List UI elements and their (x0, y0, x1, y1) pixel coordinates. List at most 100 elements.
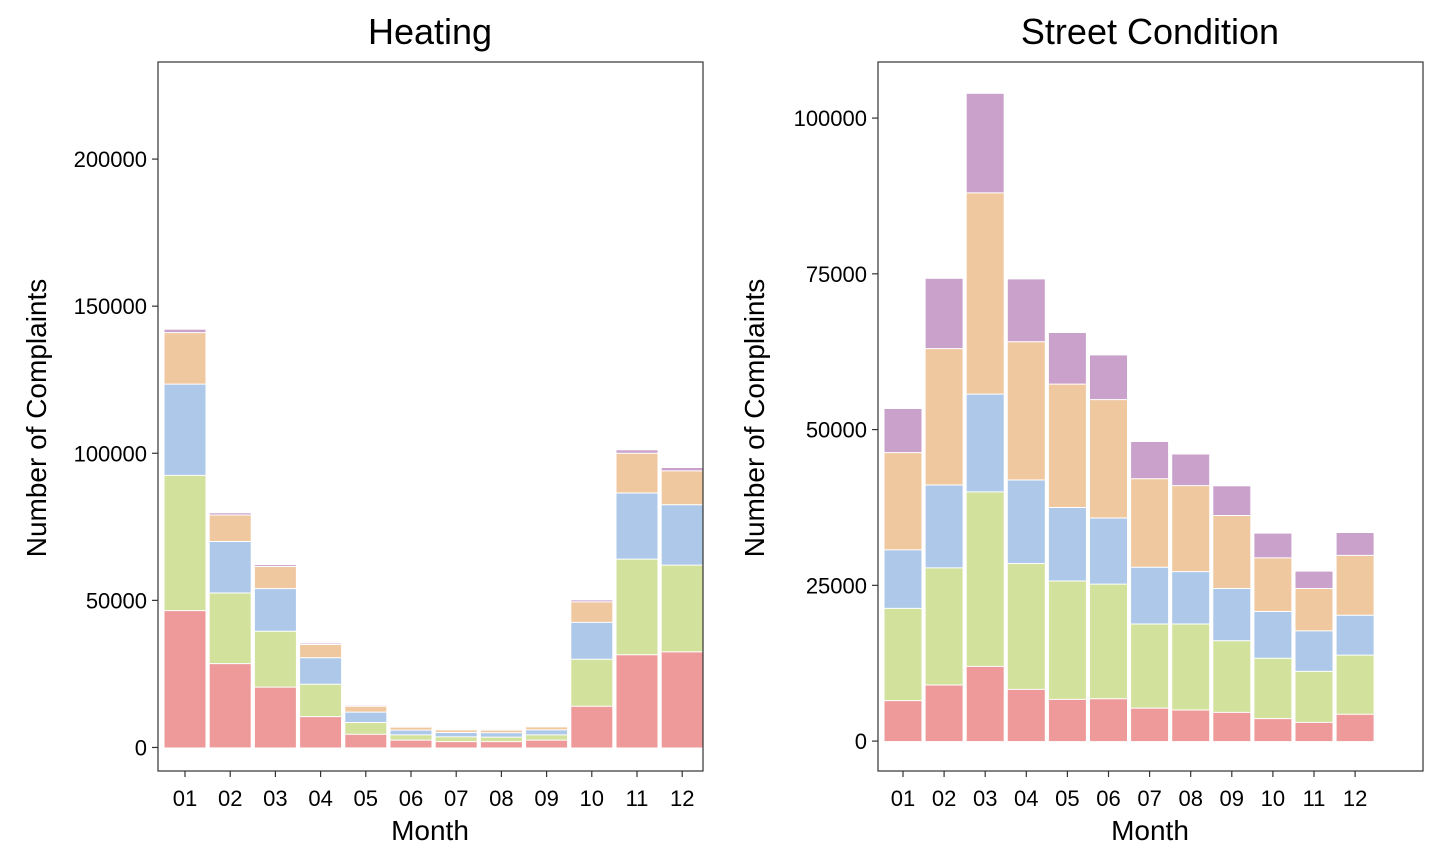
panel-title: Heating (368, 11, 492, 52)
bar-segment (1090, 518, 1127, 585)
bar-segment (390, 727, 432, 731)
y-tick-label: 150000 (74, 294, 147, 319)
bar-segment (300, 684, 342, 717)
bar-segment (661, 651, 703, 748)
bar-segment (1295, 571, 1333, 589)
bar-segment (254, 565, 296, 567)
bar-segment (526, 726, 568, 730)
x-tick-label: 04 (308, 786, 332, 811)
bar-segment (1336, 714, 1374, 742)
bar-segment (1213, 588, 1251, 641)
bar-segment (1048, 581, 1086, 700)
bar-segment (254, 566, 296, 589)
bar-segment (616, 493, 658, 560)
bar-segment (1048, 507, 1086, 581)
bar-segment (1131, 624, 1169, 709)
x-tick-label: 05 (354, 786, 378, 811)
bar-segment (1090, 399, 1127, 519)
bar-segment (435, 736, 477, 742)
bar-segment (661, 468, 703, 471)
y-tick-label: 0 (855, 729, 867, 754)
bar-segment (209, 541, 251, 593)
bar-segment (571, 706, 613, 748)
x-axis-title: Month (1111, 815, 1189, 846)
bar-segment (345, 722, 387, 735)
bar-segment (1295, 630, 1333, 672)
bar-segment (390, 734, 432, 741)
street-condition-panel: Street Condition Number of Complaints Mo… (739, 11, 1424, 846)
panel-border (157, 61, 704, 772)
bar-segment (1007, 563, 1045, 690)
bar-segment (209, 593, 251, 664)
bar-segment (925, 348, 963, 485)
bar-segment (1131, 478, 1169, 568)
bar-segment (435, 732, 477, 737)
bar-segment (966, 666, 1004, 742)
bar-segment (884, 700, 922, 742)
x-tick-label: 08 (1178, 786, 1202, 811)
bar-segment (616, 453, 658, 493)
x-axis-title: Month (391, 815, 469, 846)
y-tick-label: 200000 (74, 147, 147, 172)
y-tick-label: 100000 (74, 441, 147, 466)
bar-segment (1172, 624, 1210, 710)
bar-segment (966, 491, 1004, 667)
x-tick-label: 03 (973, 786, 997, 811)
bar-segment (254, 588, 296, 632)
bar-segment (661, 470, 703, 505)
bar-segment (480, 730, 522, 733)
x-tick-label: 05 (1055, 786, 1079, 811)
x-tick-label: 07 (444, 786, 468, 811)
x-tick-label: 11 (1303, 786, 1326, 811)
bar-segment (1213, 640, 1251, 713)
bar-segment (571, 600, 613, 602)
bar-segment (884, 452, 922, 550)
bar-segment (661, 504, 703, 566)
bar-segment (526, 734, 568, 741)
panel-title: Street Condition (1021, 11, 1279, 52)
bar-segment (616, 450, 658, 454)
bar-segment (1048, 699, 1086, 742)
bar-segment (480, 732, 522, 738)
bar-segment (966, 394, 1004, 492)
bar-segment (571, 622, 613, 660)
x-tick-label: 01 (891, 786, 915, 811)
bar-segment (571, 601, 613, 623)
bar-segment (480, 737, 522, 742)
bar-segment (925, 567, 963, 685)
bar-segment (435, 729, 477, 733)
x-tick-label: 09 (1220, 786, 1244, 811)
y-axis-title: Number of Complaints (21, 279, 52, 558)
bar-segment (616, 559, 658, 655)
bar-segment (526, 740, 568, 748)
bar-segment (254, 687, 296, 748)
bar-segment (1295, 671, 1333, 723)
bar-segment (526, 729, 568, 735)
x-tick-label: 12 (670, 786, 694, 811)
bar-segment (1007, 279, 1045, 342)
bar-segment (300, 716, 342, 748)
bar-segment (300, 657, 342, 685)
bar-segment (966, 192, 1004, 394)
bar-segment (1254, 533, 1292, 558)
bar-segment (925, 278, 963, 349)
x-tick-label: 09 (534, 786, 558, 811)
bar-segment (1254, 718, 1292, 742)
panel-border (877, 61, 1424, 772)
bar-segment (480, 741, 522, 748)
bar-segment (209, 663, 251, 748)
bar-segment (1336, 615, 1374, 656)
x-tick-label: 01 (173, 786, 197, 811)
x-tick-label: 03 (263, 786, 287, 811)
bar-segment (345, 712, 387, 723)
bar-segment (254, 631, 296, 688)
x-tick-label: 07 (1137, 786, 1161, 811)
bar-segment (884, 409, 922, 453)
y-tick-label: 100000 (794, 106, 867, 131)
bar-segment (1254, 611, 1292, 659)
plot-area: 01 02 03 04 05 06 07 08 09 10 11 12 0 50000 100000 1500… (74, 61, 704, 811)
bar-segment (1131, 567, 1169, 624)
bar-segment (661, 565, 703, 652)
bar-segment (1254, 557, 1292, 612)
x-tick-label: 10 (1261, 786, 1285, 811)
